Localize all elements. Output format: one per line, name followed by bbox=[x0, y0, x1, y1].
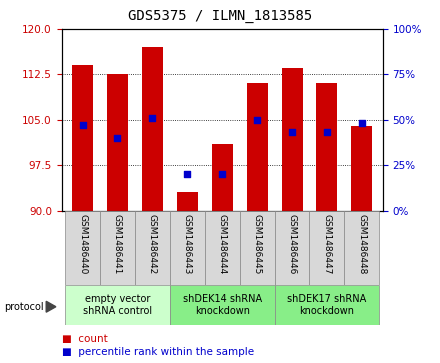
Bar bbox=[72, 65, 93, 211]
Text: GSM1486444: GSM1486444 bbox=[218, 214, 227, 274]
Bar bbox=[352, 126, 372, 211]
Point bbox=[219, 171, 226, 177]
Bar bbox=[205, 211, 240, 285]
Text: GSM1486448: GSM1486448 bbox=[357, 214, 367, 275]
Bar bbox=[170, 211, 205, 285]
Bar bbox=[275, 285, 379, 325]
Text: protocol: protocol bbox=[4, 302, 44, 312]
Text: ■  percentile rank within the sample: ■ percentile rank within the sample bbox=[62, 347, 254, 357]
Bar bbox=[135, 211, 170, 285]
Text: ■  count: ■ count bbox=[62, 334, 107, 344]
Text: shDEK17 shRNA
knockdown: shDEK17 shRNA knockdown bbox=[287, 294, 367, 316]
Bar bbox=[142, 47, 163, 211]
Text: shDEK14 shRNA
knockdown: shDEK14 shRNA knockdown bbox=[183, 294, 262, 316]
Text: GDS5375 / ILMN_1813585: GDS5375 / ILMN_1813585 bbox=[128, 9, 312, 23]
Text: empty vector
shRNA control: empty vector shRNA control bbox=[83, 294, 152, 316]
Text: GSM1486447: GSM1486447 bbox=[323, 214, 331, 275]
Bar bbox=[212, 144, 233, 211]
Polygon shape bbox=[46, 301, 56, 312]
Text: GSM1486446: GSM1486446 bbox=[287, 214, 297, 275]
Bar bbox=[247, 83, 268, 211]
Text: GSM1486445: GSM1486445 bbox=[253, 214, 262, 275]
Text: GSM1486443: GSM1486443 bbox=[183, 214, 192, 275]
Text: GSM1486440: GSM1486440 bbox=[78, 214, 87, 275]
Bar bbox=[282, 68, 303, 211]
Point bbox=[149, 115, 156, 121]
Point bbox=[253, 117, 260, 123]
Bar bbox=[170, 285, 275, 325]
Bar bbox=[309, 211, 345, 285]
Point bbox=[289, 130, 296, 135]
Bar bbox=[275, 211, 309, 285]
Bar bbox=[345, 211, 379, 285]
Point bbox=[184, 171, 191, 177]
Bar bbox=[316, 83, 337, 211]
Point bbox=[114, 135, 121, 141]
Point bbox=[323, 130, 330, 135]
Bar bbox=[65, 211, 100, 285]
Point bbox=[79, 122, 86, 128]
Bar bbox=[100, 211, 135, 285]
Text: GSM1486441: GSM1486441 bbox=[113, 214, 122, 275]
Point bbox=[358, 121, 365, 126]
Bar bbox=[240, 211, 275, 285]
Text: GSM1486442: GSM1486442 bbox=[148, 214, 157, 274]
Bar bbox=[65, 285, 170, 325]
Bar bbox=[177, 192, 198, 211]
Bar bbox=[107, 74, 128, 211]
